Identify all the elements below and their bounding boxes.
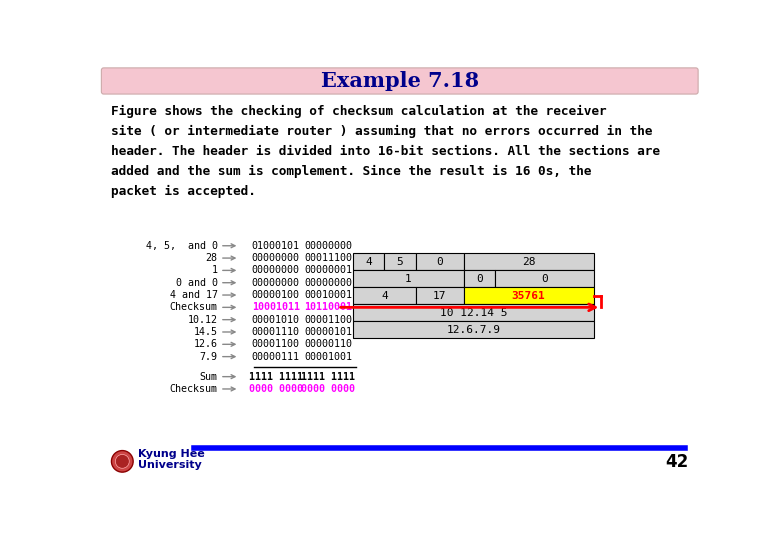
Text: 00000000: 00000000 — [304, 241, 353, 251]
Text: 00001100: 00001100 — [304, 315, 353, 325]
Text: 35761: 35761 — [512, 291, 545, 301]
Bar — [353, 304, 594, 321]
Text: Checksum: Checksum — [169, 302, 218, 312]
Text: 4, 5,  and 0: 4, 5, and 0 — [146, 241, 218, 251]
Text: 00001001: 00001001 — [304, 352, 353, 362]
Text: 17: 17 — [433, 291, 446, 301]
Bar — [416, 287, 464, 304]
Text: 28: 28 — [206, 253, 218, 263]
Text: 00000110: 00000110 — [304, 339, 353, 349]
Text: 4: 4 — [381, 291, 388, 301]
Text: 1: 1 — [405, 274, 412, 284]
Text: 4 and 17: 4 and 17 — [169, 290, 218, 300]
FancyBboxPatch shape — [101, 68, 698, 94]
Bar — [464, 271, 495, 287]
Text: 00000100: 00000100 — [252, 290, 300, 300]
Text: header. The header is divided into 16-bit sections. All the sections are: header. The header is divided into 16-bi… — [112, 145, 661, 158]
Text: Figure shows the checking of checksum calculation at the receiver: Figure shows the checking of checksum ca… — [112, 105, 607, 118]
Text: Checksum: Checksum — [169, 384, 218, 394]
Text: 14.5: 14.5 — [193, 327, 218, 337]
Bar — [464, 287, 594, 304]
Text: 10110001: 10110001 — [304, 302, 353, 312]
Text: 0: 0 — [476, 274, 483, 284]
Text: 00001010: 00001010 — [252, 315, 300, 325]
Bar — [495, 271, 594, 287]
Text: 00011100: 00011100 — [304, 253, 353, 263]
Text: 00000000: 00000000 — [252, 265, 300, 275]
Bar — [353, 271, 464, 287]
Circle shape — [115, 455, 129, 468]
Text: 7.9: 7.9 — [200, 352, 218, 362]
Text: 1: 1 — [211, 265, 218, 275]
Text: 01000101: 01000101 — [252, 241, 300, 251]
Text: 00000111: 00000111 — [252, 352, 300, 362]
Text: 10 12.14 5: 10 12.14 5 — [440, 308, 507, 318]
Text: 0: 0 — [541, 274, 548, 284]
Text: 00001100: 00001100 — [252, 339, 300, 349]
Text: 0 and 0: 0 and 0 — [176, 278, 218, 288]
Text: 00000000: 00000000 — [252, 253, 300, 263]
Circle shape — [112, 450, 133, 472]
Text: 00001110: 00001110 — [252, 327, 300, 337]
Text: 00000001: 00000001 — [304, 265, 353, 275]
Text: 0000 0000: 0000 0000 — [249, 384, 303, 394]
Text: 00000000: 00000000 — [304, 278, 353, 288]
Bar — [385, 253, 416, 271]
Text: 1111 1111: 1111 1111 — [301, 372, 356, 382]
Bar — [353, 321, 594, 338]
Text: 28: 28 — [522, 257, 535, 267]
Bar — [464, 253, 594, 271]
Bar — [353, 253, 385, 271]
Text: 10.12: 10.12 — [188, 315, 218, 325]
Text: packet is accepted.: packet is accepted. — [112, 185, 257, 198]
Text: added and the sum is complement. Since the result is 16 0s, the: added and the sum is complement. Since t… — [112, 165, 592, 178]
Text: 42: 42 — [665, 454, 688, 471]
Bar — [353, 287, 416, 304]
Text: 00000000: 00000000 — [252, 278, 300, 288]
Text: 5: 5 — [397, 257, 403, 267]
Text: Sum: Sum — [200, 372, 218, 382]
Text: site ( or intermediate router ) assuming that no errors occurred in the: site ( or intermediate router ) assuming… — [112, 125, 653, 138]
Text: 00000101: 00000101 — [304, 327, 353, 337]
Text: University: University — [138, 460, 201, 470]
Text: 0: 0 — [436, 257, 443, 267]
Text: 4: 4 — [366, 257, 372, 267]
Text: 12.6.7.9: 12.6.7.9 — [446, 325, 501, 335]
Text: Kyung Hee: Kyung Hee — [138, 449, 204, 460]
Text: 00010001: 00010001 — [304, 290, 353, 300]
Text: Example 7.18: Example 7.18 — [321, 71, 479, 91]
Text: 1111 1111: 1111 1111 — [249, 372, 303, 382]
Text: 0000 0000: 0000 0000 — [301, 384, 356, 394]
Bar — [416, 253, 464, 271]
Text: 10001011: 10001011 — [252, 302, 300, 312]
Text: 12.6: 12.6 — [193, 339, 218, 349]
